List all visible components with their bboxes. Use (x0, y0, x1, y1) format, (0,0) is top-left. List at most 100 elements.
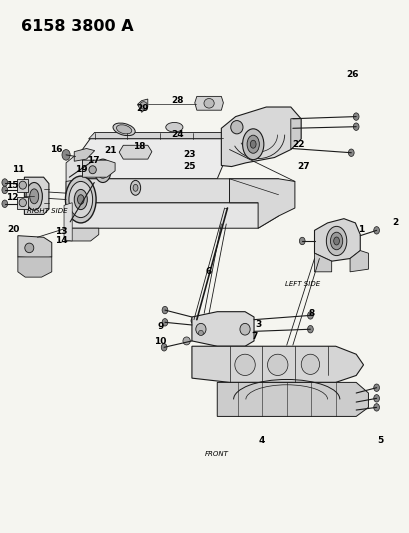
Ellipse shape (113, 123, 135, 135)
Ellipse shape (242, 129, 263, 160)
Ellipse shape (182, 337, 190, 345)
Circle shape (162, 306, 167, 314)
Polygon shape (194, 96, 223, 110)
Polygon shape (82, 160, 115, 177)
Text: 20: 20 (7, 225, 20, 234)
Text: 7: 7 (251, 332, 257, 341)
Polygon shape (119, 146, 151, 159)
Circle shape (348, 149, 353, 157)
Polygon shape (66, 150, 82, 228)
Polygon shape (64, 203, 72, 241)
Ellipse shape (234, 354, 255, 375)
Circle shape (307, 326, 312, 333)
Text: RIGHT SIDE: RIGHT SIDE (27, 208, 67, 214)
Text: 18: 18 (133, 142, 146, 151)
Ellipse shape (97, 164, 108, 178)
Polygon shape (290, 119, 300, 150)
Ellipse shape (19, 181, 26, 189)
Ellipse shape (301, 354, 319, 374)
Circle shape (373, 384, 379, 391)
Text: 26: 26 (345, 70, 357, 78)
Text: 12: 12 (6, 193, 18, 202)
Text: 8: 8 (307, 309, 314, 318)
Ellipse shape (65, 176, 96, 223)
Text: 4: 4 (258, 437, 264, 446)
Text: 29: 29 (136, 103, 149, 112)
Circle shape (373, 227, 379, 234)
Polygon shape (82, 179, 278, 203)
Ellipse shape (74, 189, 87, 209)
Text: 21: 21 (104, 146, 116, 155)
Circle shape (299, 237, 304, 245)
Polygon shape (314, 253, 331, 272)
Text: 25: 25 (183, 162, 195, 171)
Circle shape (373, 403, 379, 411)
Ellipse shape (89, 166, 96, 174)
Circle shape (373, 394, 379, 402)
Circle shape (161, 344, 166, 351)
Polygon shape (349, 251, 368, 272)
Text: 17: 17 (87, 156, 99, 165)
Text: 23: 23 (183, 150, 195, 159)
Text: FRONT: FRONT (204, 450, 228, 457)
Text: 2: 2 (391, 219, 398, 228)
Ellipse shape (94, 159, 111, 182)
Text: 16: 16 (50, 145, 62, 154)
Text: 1: 1 (357, 225, 363, 234)
Circle shape (2, 186, 8, 193)
Ellipse shape (26, 182, 42, 210)
Text: 6158 3800 A: 6158 3800 A (21, 19, 133, 34)
Polygon shape (17, 179, 28, 192)
Polygon shape (217, 382, 368, 416)
Text: 5: 5 (377, 437, 383, 446)
Circle shape (307, 312, 312, 319)
Circle shape (353, 113, 358, 120)
Ellipse shape (29, 189, 38, 204)
Polygon shape (17, 197, 28, 209)
Ellipse shape (250, 140, 256, 148)
Ellipse shape (247, 135, 259, 154)
Ellipse shape (165, 123, 182, 132)
Ellipse shape (140, 102, 147, 109)
Ellipse shape (330, 232, 342, 250)
Ellipse shape (100, 167, 105, 174)
Ellipse shape (333, 237, 339, 245)
Ellipse shape (267, 354, 287, 375)
Ellipse shape (191, 317, 199, 325)
Ellipse shape (77, 195, 84, 204)
Text: 9: 9 (157, 321, 164, 330)
Ellipse shape (25, 243, 34, 253)
Polygon shape (314, 219, 360, 261)
Text: 3: 3 (254, 320, 261, 329)
Text: 19: 19 (75, 165, 88, 174)
Polygon shape (229, 179, 294, 228)
Polygon shape (66, 203, 278, 228)
Text: 6: 6 (205, 268, 212, 276)
Text: 11: 11 (11, 165, 24, 174)
Ellipse shape (116, 125, 131, 134)
Ellipse shape (19, 199, 26, 207)
Text: 22: 22 (292, 140, 304, 149)
Polygon shape (18, 257, 52, 277)
Circle shape (162, 319, 167, 326)
Polygon shape (66, 228, 99, 241)
Ellipse shape (326, 227, 346, 256)
Ellipse shape (133, 184, 138, 191)
Ellipse shape (196, 324, 205, 335)
Polygon shape (191, 346, 363, 382)
Circle shape (2, 179, 8, 186)
Text: 28: 28 (171, 96, 183, 105)
Polygon shape (137, 99, 147, 112)
Circle shape (2, 200, 8, 207)
Polygon shape (191, 312, 254, 346)
Circle shape (62, 150, 70, 160)
Polygon shape (221, 107, 300, 166)
Polygon shape (24, 177, 49, 214)
Polygon shape (82, 133, 229, 179)
Ellipse shape (230, 120, 243, 134)
Polygon shape (74, 149, 94, 161)
Polygon shape (66, 179, 82, 205)
Text: 15: 15 (6, 181, 18, 190)
Text: 24: 24 (171, 130, 183, 139)
Polygon shape (88, 133, 229, 139)
